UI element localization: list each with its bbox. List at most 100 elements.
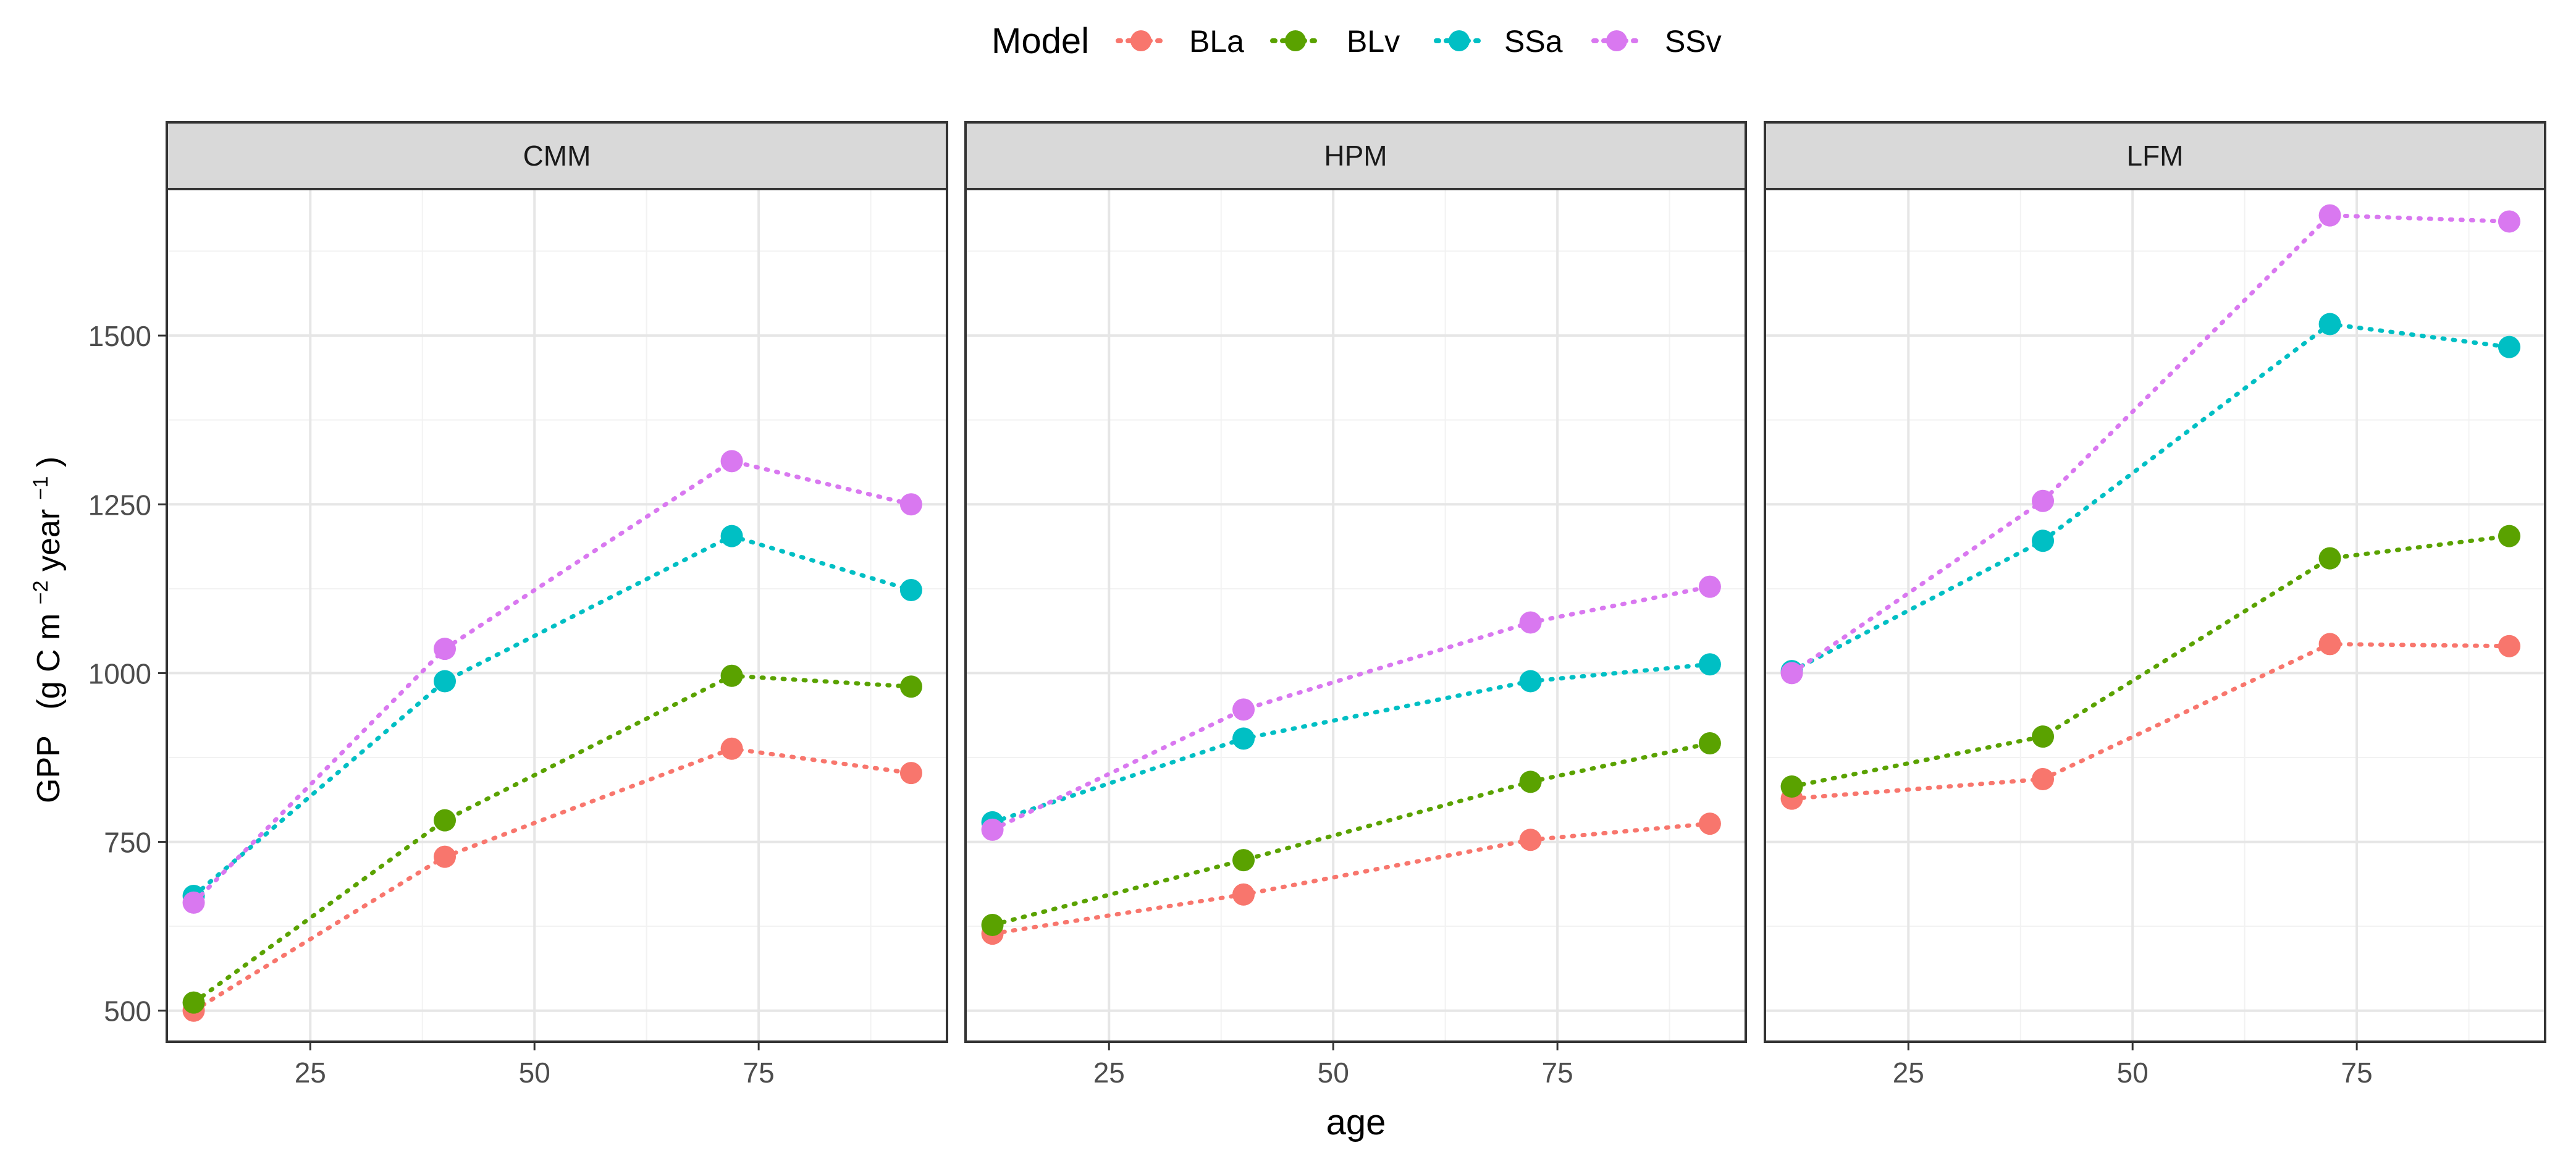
legend-entry-bla: BLa [1116, 24, 1244, 59]
panel-hpm: HPM 25 50 75 [964, 121, 1747, 1089]
data-point-blv [2498, 525, 2520, 547]
x-tick-label: 50 [1318, 1057, 1349, 1089]
data-point-blv [899, 675, 922, 698]
data-point-blv [1232, 849, 1255, 872]
series-line-bla [192, 746, 914, 1013]
data-point-ssv [2318, 204, 2341, 227]
panels: CMM 25 50 75 HPM 25 50 75 LFM 25 50 75 [166, 121, 2546, 1089]
data-point-ssv [2498, 210, 2520, 233]
data-point-bla [1519, 829, 1542, 851]
panel-border [1764, 188, 2546, 1043]
data-point-ssv [1232, 698, 1255, 721]
legend-key-marker-blv [1285, 30, 1306, 51]
plot-background [966, 189, 1746, 1042]
series-line-ssa [192, 533, 914, 898]
data-point-ssv [981, 818, 1004, 841]
data-point-bla [2318, 633, 2341, 656]
data-point-bla [2032, 767, 2055, 790]
facet-strip [1764, 121, 2546, 190]
series-line-ssv [990, 584, 1712, 832]
series-line-bla [990, 821, 1712, 936]
series-line-bla [1790, 641, 2512, 801]
y-tick-label: 750 [104, 827, 151, 859]
legend-key-marker-bla [1130, 30, 1151, 51]
facet-strip-label: LFM [2127, 140, 2184, 172]
data-point-ssa [1698, 653, 1721, 676]
y-tick-label: 1500 [88, 320, 151, 352]
legend-label-ssv: SSv [1665, 24, 1722, 59]
data-point-ssa [2032, 530, 2055, 552]
data-point-ssv [1519, 611, 1542, 634]
series-line-blv [192, 673, 914, 1005]
data-point-ssv [1780, 662, 1803, 685]
y-axis: 500 750 1000 1250 1500 [88, 320, 167, 1028]
legend-entry-ssv: SSv [1591, 24, 1722, 59]
data-point-bla [1698, 812, 1721, 835]
x-tick-label: 75 [1542, 1057, 1573, 1089]
y-axis-title: GPP (g C m −2 year −1 ) [29, 457, 67, 803]
series-line-blv [990, 741, 1712, 927]
facet-strip-label: HPM [1324, 140, 1387, 172]
legend-entry-blv: BLv [1270, 24, 1400, 59]
data-point-ssv [2032, 489, 2055, 512]
data-point-ssv [720, 450, 743, 473]
x-tick-label: 50 [2117, 1057, 2149, 1089]
data-point-ssa [434, 670, 457, 693]
data-point-bla [1232, 883, 1255, 906]
x-tick-label: 25 [1893, 1057, 1924, 1089]
data-point-bla [899, 762, 922, 785]
plot-background [1765, 189, 2545, 1042]
data-point-blv [1780, 775, 1803, 798]
data-point-bla [434, 845, 457, 868]
data-point-blv [434, 809, 457, 832]
series-line-blv [1790, 534, 2512, 789]
data-point-blv [1698, 732, 1721, 755]
x-tick-label: 75 [2341, 1057, 2373, 1089]
series-line-ssa [1790, 321, 2512, 673]
data-point-ssa [2498, 336, 2520, 358]
y-tick-label: 1000 [88, 657, 151, 690]
data-point-ssv [182, 891, 205, 914]
data-point-ssa [1519, 670, 1542, 693]
data-point-ssv [434, 638, 457, 660]
panel-border [166, 188, 948, 1043]
data-point-blv [1519, 770, 1542, 793]
legend-key-marker-ssv [1606, 30, 1627, 51]
data-point-ssa [899, 579, 922, 602]
plot-background [167, 189, 947, 1042]
legend-label-ssa: SSa [1504, 24, 1563, 59]
data-point-ssa [720, 525, 743, 547]
facet-strip [964, 121, 1747, 190]
y-tick-label: 1250 [88, 489, 151, 521]
data-point-ssa [2318, 313, 2341, 336]
legend: Model BLa BLv SSa SSv [991, 21, 1722, 61]
data-point-blv [981, 913, 1004, 936]
legend-label-blv: BLv [1347, 24, 1400, 59]
panel-border [964, 188, 1747, 1043]
data-point-blv [720, 664, 743, 687]
legend-entry-ssa: SSa [1434, 24, 1563, 59]
x-tick-label: 75 [743, 1057, 775, 1089]
data-point-ssa [1232, 727, 1255, 750]
legend-key-marker-ssa [1449, 30, 1470, 51]
data-point-bla [2498, 635, 2520, 657]
data-point-ssv [899, 493, 922, 516]
y-tick-label: 500 [104, 995, 151, 1028]
x-tick-label: 50 [519, 1057, 550, 1089]
panel-lfm: LFM 25 50 75 [1764, 121, 2546, 1089]
series-line-ssa [990, 662, 1712, 825]
facet-strip [166, 121, 948, 190]
series-line-ssv [192, 458, 914, 905]
data-point-blv [182, 991, 205, 1014]
legend-title: Model [991, 21, 1089, 61]
legend-label-bla: BLa [1189, 24, 1244, 59]
x-axis-title: age [1326, 1102, 1386, 1142]
series-line-ssv [1790, 213, 2512, 675]
x-tick-label: 25 [1093, 1057, 1125, 1089]
data-point-bla [720, 737, 743, 760]
data-point-ssv [1698, 575, 1721, 598]
panel-cmm: CMM 25 50 75 [166, 121, 948, 1089]
facet-strip-label: CMM [523, 140, 591, 172]
data-point-blv [2318, 547, 2341, 570]
